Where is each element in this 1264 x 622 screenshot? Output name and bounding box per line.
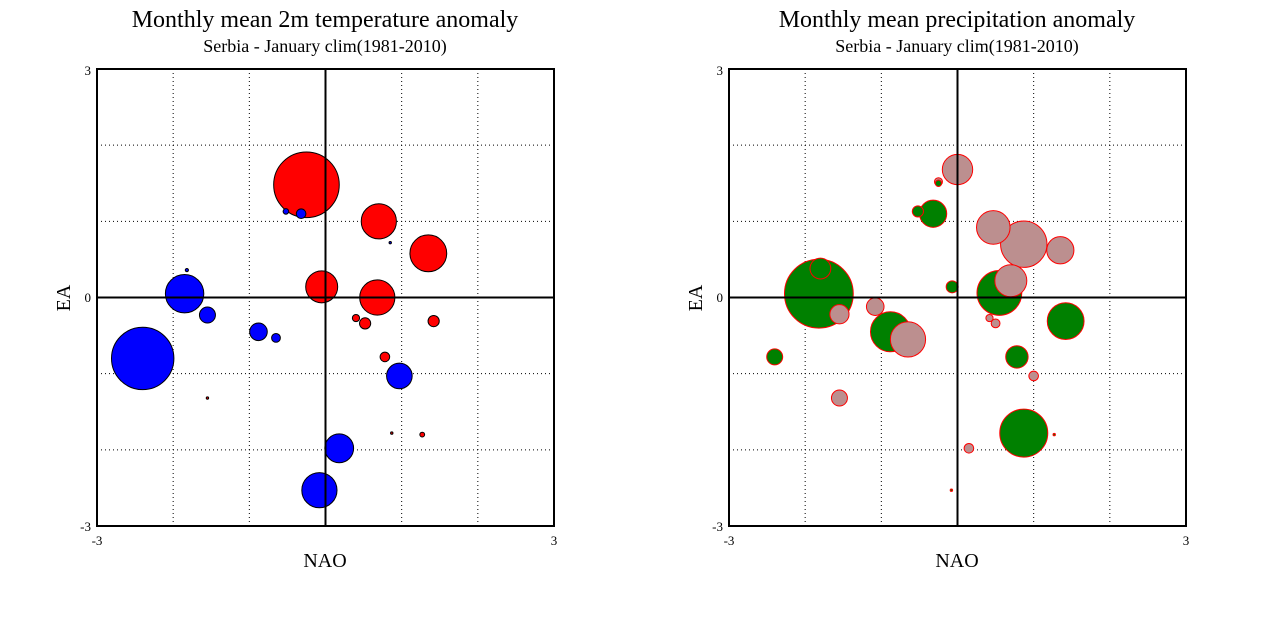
positive-anomaly-marker <box>427 315 440 328</box>
x-axis-label: NAO <box>935 550 978 572</box>
x-tick-label-right: 3 <box>1183 533 1190 548</box>
chart-subtitle: Serbia - January clim(1981-2010) <box>203 36 446 57</box>
negative-anomaly-marker <box>1046 236 1075 265</box>
y-tick-label-bottom: -3 <box>712 519 723 534</box>
positive-anomaly-marker <box>273 151 340 219</box>
negative-anomaly-marker <box>994 264 1028 298</box>
y-tick-label-zero: 0 <box>85 290 92 305</box>
positive-anomaly-marker <box>409 234 448 273</box>
precipitation-anomaly-chart: Monthly mean precipitation anomaly Serbi… <box>685 7 1189 572</box>
negative-anomaly-marker <box>184 267 189 273</box>
plot-frame <box>728 68 1187 527</box>
negative-anomaly-marker <box>830 389 848 407</box>
negative-anomaly-marker <box>990 318 1001 329</box>
negative-anomaly-marker <box>249 322 268 342</box>
negative-anomaly-marker <box>198 306 216 324</box>
negative-anomaly-marker <box>963 443 975 454</box>
negative-anomaly-marker <box>1028 370 1039 382</box>
x-axis-label: NAO <box>303 550 346 572</box>
positive-anomaly-marker <box>949 488 954 492</box>
negative-anomaly-marker <box>388 240 392 245</box>
anomaly-markers <box>766 153 1085 492</box>
negative-anomaly-marker <box>1000 220 1048 268</box>
negative-anomaly-marker <box>386 362 413 390</box>
negative-anomaly-marker <box>282 208 290 215</box>
positive-anomaly-marker <box>351 313 361 323</box>
chart-title: Monthly mean 2m temperature anomaly <box>132 7 519 33</box>
negative-anomaly-marker <box>985 313 994 323</box>
negative-anomaly-marker <box>271 332 281 343</box>
temperature-anomaly-chart: Monthly mean 2m temperature anomaly Serb… <box>53 7 557 572</box>
plot-frame <box>96 68 555 527</box>
positive-anomaly-marker <box>1052 432 1056 437</box>
positive-anomaly-marker <box>1005 345 1029 369</box>
positive-anomaly-marker <box>999 408 1049 458</box>
x-tick-label-left: -3 <box>724 533 735 548</box>
negative-anomaly-marker <box>865 297 885 316</box>
positive-anomaly-marker <box>205 396 210 400</box>
positive-anomaly-marker <box>419 431 426 438</box>
positive-anomaly-marker <box>911 205 924 218</box>
positive-anomaly-marker <box>934 179 943 187</box>
negative-anomaly-marker <box>295 208 307 220</box>
negative-anomaly-marker <box>829 304 850 325</box>
negative-anomaly-marker <box>975 210 1011 245</box>
x-tick-label-right: 3 <box>551 533 558 548</box>
positive-anomaly-marker <box>766 348 784 366</box>
positive-anomaly-marker <box>360 203 397 240</box>
positive-anomaly-marker <box>809 257 832 280</box>
y-axis-label: EA <box>685 284 707 311</box>
y-tick-label-top: 3 <box>85 63 92 78</box>
negative-anomaly-marker <box>889 321 927 358</box>
positive-anomaly-marker <box>1046 302 1085 341</box>
negative-anomaly-marker <box>111 326 175 391</box>
chart-title: Monthly mean precipitation anomaly <box>779 7 1136 33</box>
y-tick-label-top: 3 <box>717 63 724 78</box>
positive-anomaly-marker <box>390 431 394 435</box>
y-tick-label-zero: 0 <box>717 290 724 305</box>
negative-anomaly-marker <box>324 433 355 464</box>
positive-anomaly-marker <box>945 280 959 294</box>
positive-anomaly-marker <box>919 199 948 228</box>
x-tick-label-left: -3 <box>92 533 103 548</box>
y-axis-label: EA <box>53 284 75 311</box>
positive-anomaly-marker <box>305 270 339 304</box>
y-tick-label-bottom: -3 <box>80 519 91 534</box>
negative-anomaly-marker <box>301 472 338 509</box>
chart-subtitle: Serbia - January clim(1981-2010) <box>835 36 1078 57</box>
positive-anomaly-marker <box>379 351 391 363</box>
positive-anomaly-marker <box>359 317 372 330</box>
negative-anomaly-marker <box>164 273 205 314</box>
